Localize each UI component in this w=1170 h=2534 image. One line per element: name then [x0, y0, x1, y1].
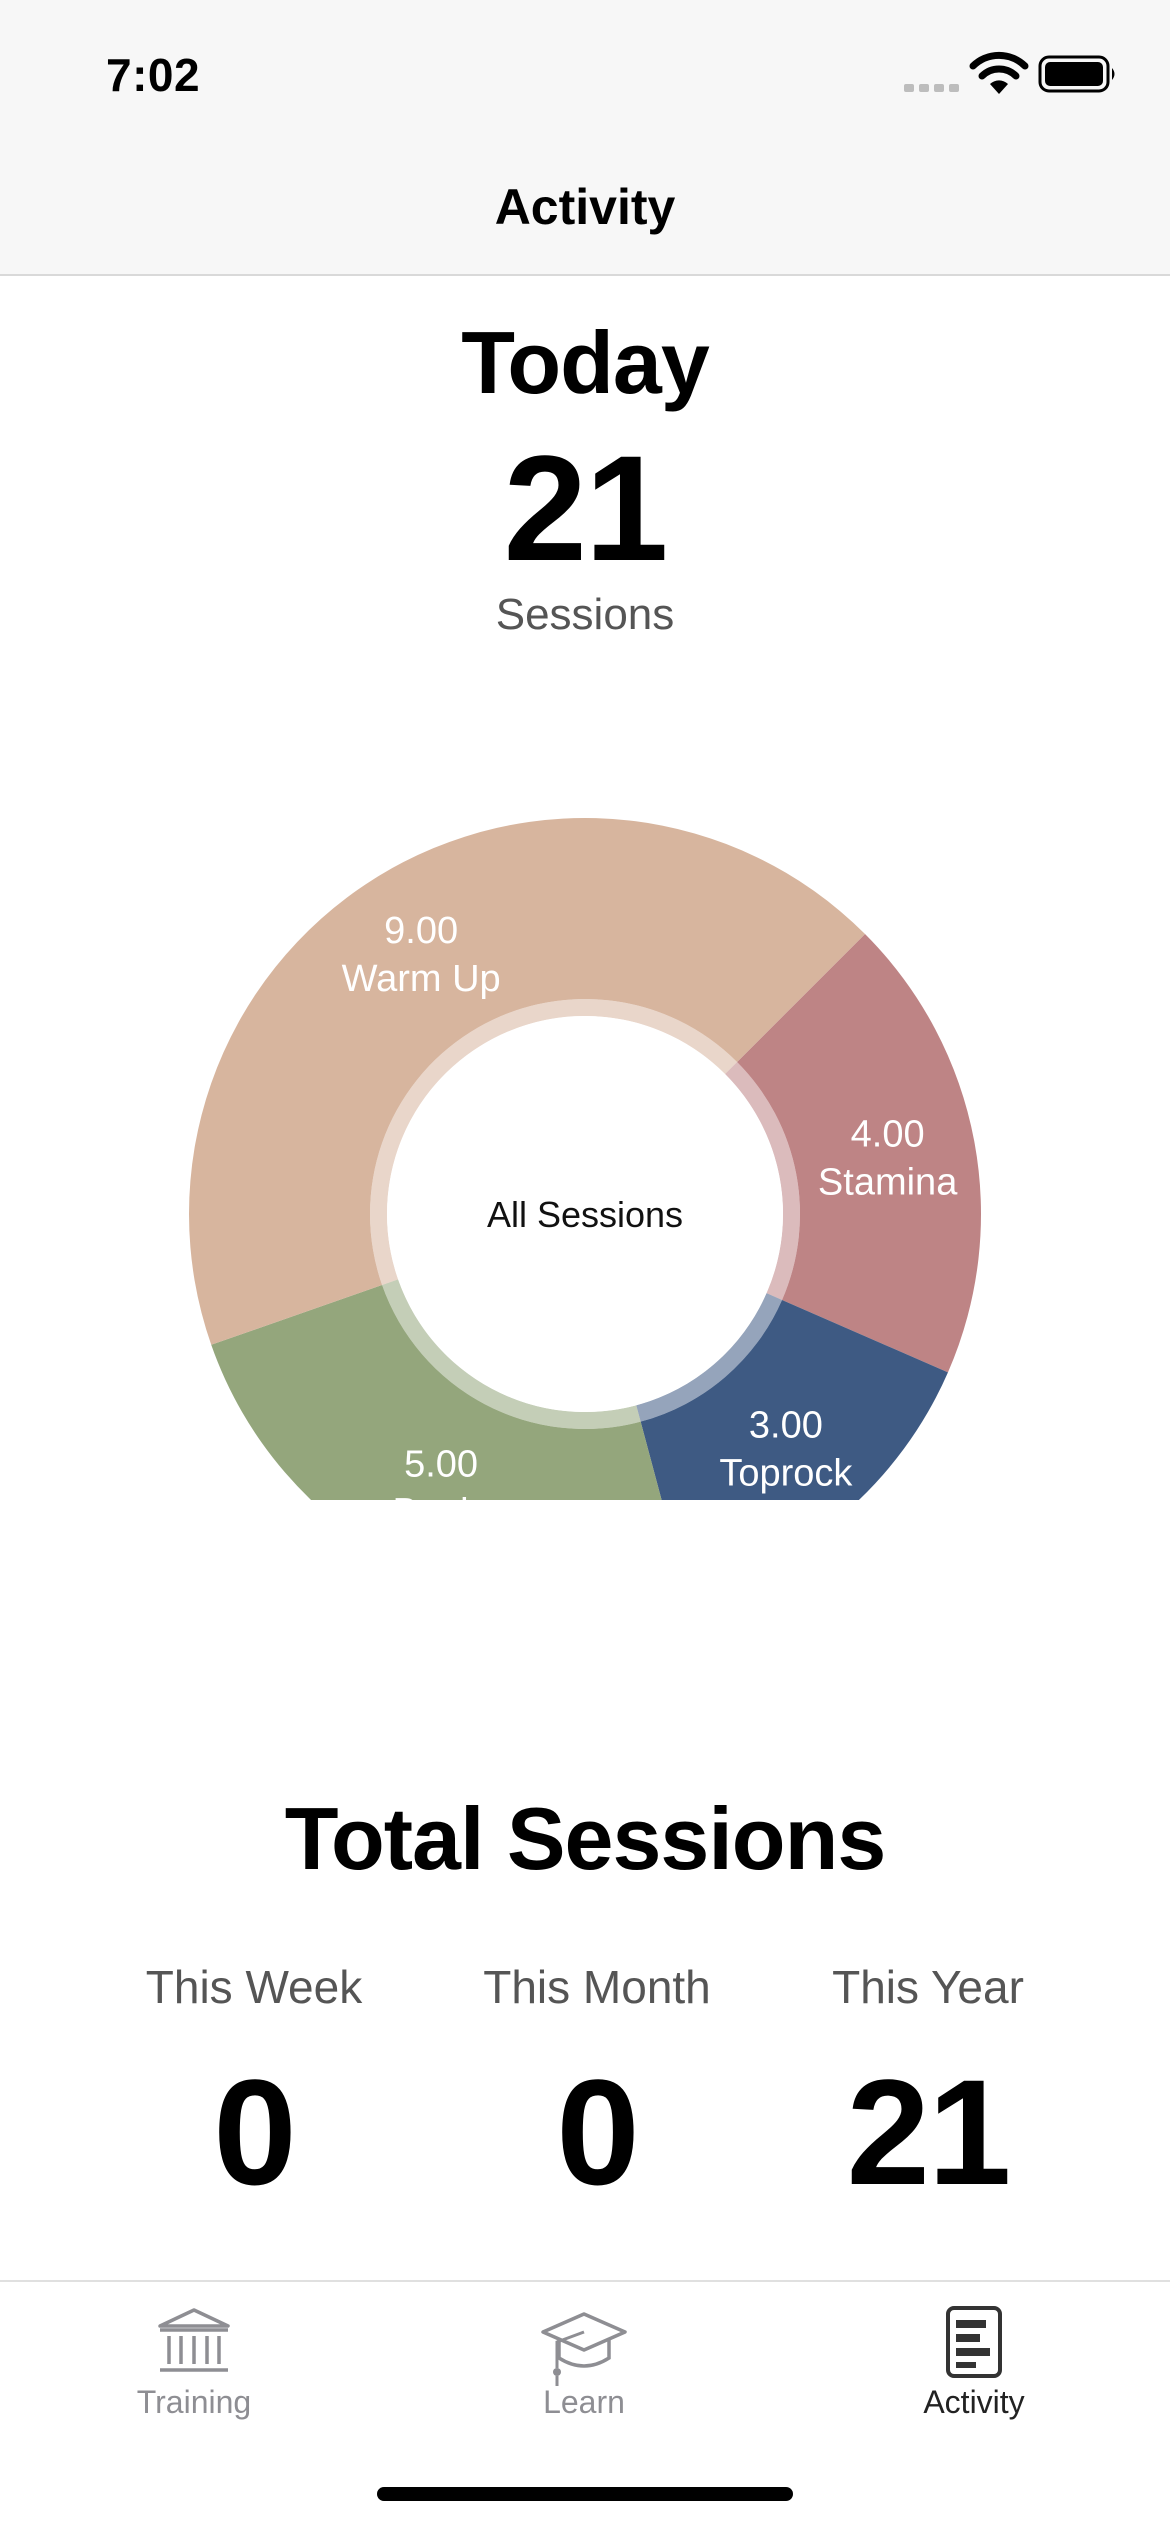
graduation-cap-icon: [541, 2312, 627, 2386]
slice-name-label: Warm Up: [342, 958, 501, 1000]
slice-value-label: 4.00: [851, 1114, 925, 1156]
today-title: Today: [461, 313, 710, 412]
stat-value: 0: [556, 2048, 639, 2216]
nav-title: Activity: [494, 179, 676, 235]
stat-this-year: This Year 21: [758, 1960, 1098, 2219]
tab-label: Activity: [923, 2384, 1025, 2420]
donut-ring-segment: [636, 1293, 783, 1422]
slice-name-label: Toprock: [719, 1452, 853, 1494]
home-indicator: [377, 2487, 793, 2501]
donut-slice-warm-up: [188, 817, 866, 1345]
slice-value-label: 9.00: [384, 910, 458, 952]
tab-training[interactable]: Training: [64, 2306, 324, 2421]
tab-learn[interactable]: Learn: [454, 2306, 714, 2421]
status-bar: 7:02: [0, 0, 1170, 150]
cellular-signal-icon: [904, 84, 959, 92]
tab-activity[interactable]: Activity: [844, 2306, 1104, 2421]
donut-ring-segment: [382, 1279, 641, 1429]
wifi-icon: [969, 51, 1029, 94]
donut-slice-battle: [211, 1285, 662, 1500]
slice-name-label: Battle: [392, 1491, 489, 1500]
total-sessions-title: Total Sessions: [284, 1789, 887, 1888]
donut-slice-stamina: [737, 933, 981, 1373]
donut-slice-toprock: [640, 1299, 948, 1500]
donut-center: [387, 1016, 783, 1412]
today-session-count: 21: [503, 424, 669, 592]
stat-label: This Year: [832, 1961, 1024, 2013]
battery-icon: [1038, 55, 1115, 93]
tab-label: Learn: [543, 2384, 625, 2420]
donut-ring-segment: [725, 1061, 801, 1300]
stat-value: 21: [846, 2048, 1012, 2216]
stat-this-month: This Month 0: [427, 1960, 767, 2219]
donut-center-label: All Sessions: [487, 1194, 683, 1235]
slice-value-label: 5.00: [404, 1443, 478, 1485]
stat-label: This Week: [145, 1961, 363, 2013]
today-session-unit: Sessions: [495, 590, 675, 639]
status-time: 7:02: [106, 49, 201, 101]
stat-this-week: This Week 0: [84, 1960, 424, 2219]
stat-value: 0: [213, 2048, 296, 2216]
slice-name-label: Stamina: [818, 1162, 958, 1204]
sessions-donut-chart: 4.00 Stamina 3.00 Toprock 5.00 Battle 9.00 Warm…: [188, 817, 981, 1500]
bank-icon: [158, 2308, 230, 2372]
activity-report-icon: [946, 2306, 1002, 2378]
tab-label: Training: [136, 2384, 252, 2420]
nav-bar: Activity: [0, 150, 1170, 276]
stat-label: This Month: [483, 1961, 711, 2013]
slice-value-label: 3.00: [749, 1404, 823, 1446]
